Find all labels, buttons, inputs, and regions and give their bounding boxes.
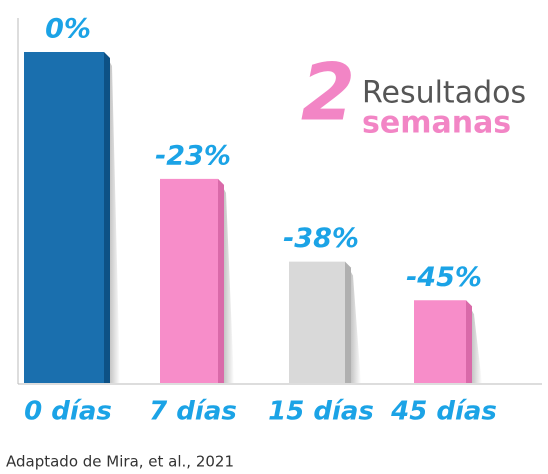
bar-side xyxy=(218,178,224,383)
bar-side xyxy=(104,52,110,383)
value-label: 0% xyxy=(45,14,91,45)
title: semanas xyxy=(362,106,511,141)
source: Adaptado de Mira, et al., 2021 xyxy=(6,453,234,471)
title-number: 2 xyxy=(301,48,355,138)
bar-side xyxy=(345,261,351,383)
bar xyxy=(24,52,104,383)
bar-side xyxy=(466,300,472,383)
x-tick-label: 7 días xyxy=(149,397,237,427)
value-label: -45% xyxy=(406,262,482,293)
x-tick-label: 45 días xyxy=(390,397,497,427)
bar xyxy=(289,261,345,383)
value-label: -23% xyxy=(155,140,231,171)
x-tick-label: 0 días xyxy=(24,397,112,427)
value-label: -38% xyxy=(283,223,359,254)
title: Resultados xyxy=(362,76,526,111)
bar xyxy=(160,178,218,383)
x-tick-label: 15 días xyxy=(268,397,374,427)
bar xyxy=(414,300,466,383)
